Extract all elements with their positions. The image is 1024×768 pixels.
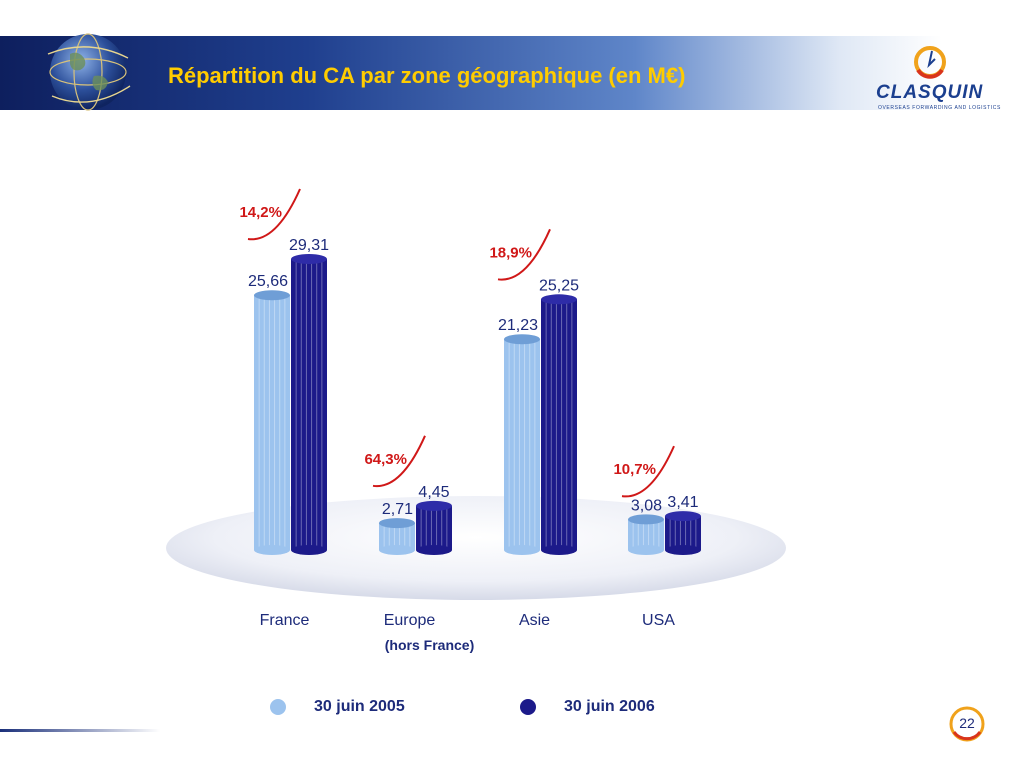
category-label-europe: Europe — [384, 612, 436, 629]
clasquin-wordmark: CLASQUIN — [876, 82, 984, 103]
bar-europe-2006 — [416, 500, 452, 555]
legend-swatch-2005 — [270, 699, 286, 715]
bar-usa-2006 — [665, 511, 701, 555]
category-label-asie: Asie — [519, 612, 550, 629]
chart-legend: 30 juin 2005 30 juin 2006 — [0, 696, 1024, 720]
legend-label-2005: 30 juin 2005 — [314, 698, 405, 715]
growth-swoosh-asie — [497, 228, 551, 281]
bar-asie-2006 — [541, 294, 577, 555]
clasquin-tagline: OVERSEAS FORWARDING AND LOGISTICS — [878, 105, 1001, 111]
growth-swoosh-europe — [372, 435, 426, 488]
clasquin-logo-mark — [914, 46, 946, 79]
globe-icon — [47, 33, 131, 111]
legend-swatch-2006 — [520, 699, 536, 715]
value-label-france-2006: 29,31 — [289, 237, 329, 254]
bar-europe-2005 — [379, 518, 415, 555]
category-label-usa: USA — [642, 612, 675, 629]
header-band — [0, 36, 1024, 110]
bar-asie-2005 — [504, 334, 540, 555]
growth-label-usa: 10,7% — [613, 461, 656, 478]
legend-label-2006: 30 juin 2006 — [564, 698, 655, 715]
growth-swoosh-france — [247, 188, 301, 241]
growth-label-asie: 18,9% — [489, 244, 532, 261]
footer-rule — [0, 729, 160, 732]
page-number: 22 — [959, 715, 975, 731]
growth-label-europe: 64,3% — [364, 451, 407, 468]
category-label-france: France — [260, 612, 310, 629]
category-sublabel-europe: (hors France) — [385, 637, 474, 653]
page-number-ring-icon — [949, 706, 985, 742]
value-label-france-2005: 25,66 — [248, 273, 288, 290]
value-label-asie-2005: 21,23 — [498, 317, 538, 334]
value-label-usa-2006: 3,41 — [667, 494, 698, 511]
clasquin-logo: CLASQUIN OVERSEAS FORWARDING AND LOGISTI… — [870, 42, 1000, 114]
bar-france-2005 — [254, 290, 290, 555]
value-label-usa-2005: 3,08 — [631, 497, 662, 514]
growth-label-france: 14,2% — [239, 204, 282, 221]
bar-usa-2005 — [628, 514, 664, 555]
value-label-europe-2005: 2,71 — [382, 501, 413, 518]
slide-title: Répartition du CA par zone géographique … — [168, 63, 686, 88]
page-number-badge: 22 — [948, 702, 992, 746]
value-label-asie-2006: 25,25 — [539, 277, 579, 294]
growth-swoosh-usa — [621, 445, 675, 498]
bar-france-2006 — [291, 254, 327, 555]
value-label-europe-2006: 4,45 — [418, 484, 449, 501]
